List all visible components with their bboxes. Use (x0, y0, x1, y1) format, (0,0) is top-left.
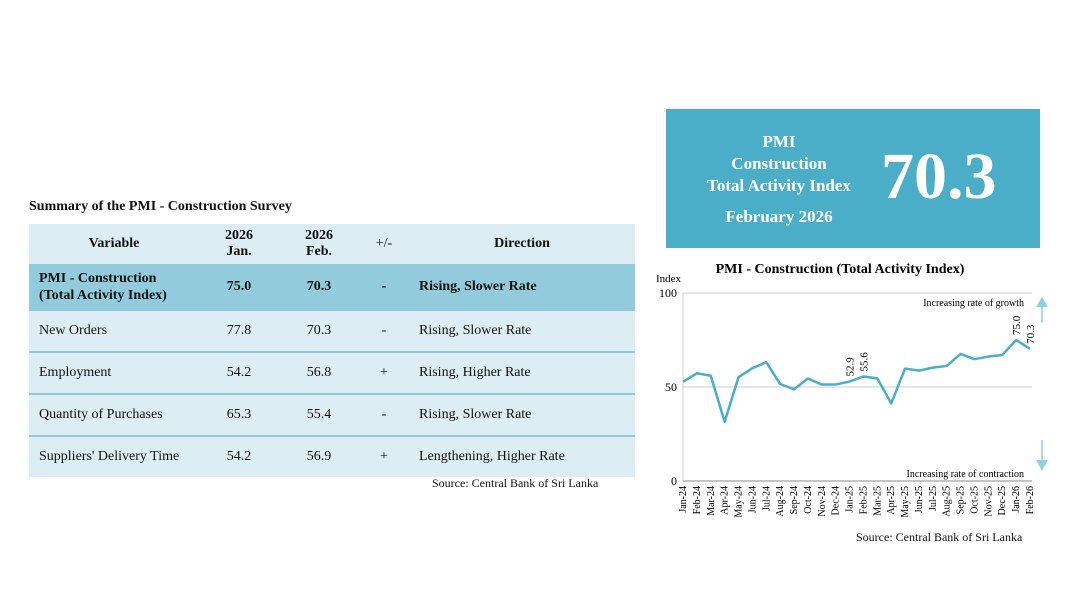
header-jan: 2026 Jan. (225, 228, 253, 259)
cell-jan: 77.8 (199, 309, 279, 352)
x-tick-label: Apr-24 (720, 486, 731, 515)
table-row: Suppliers' Delivery Time 54.2 56.9 + Lengthe… (29, 435, 635, 477)
table-row: Quantity of Purchases 65.3 55.4- Rising, Sl… (29, 393, 635, 436)
header-direction: Direction (494, 236, 550, 251)
cell-direction: Lengthening, Higher Rate (409, 435, 635, 477)
annotation-contraction: Increasing rate of contraction (907, 469, 1024, 480)
pmi-line-chart: PMI - Construction (Total Activity Index… (656, 262, 1048, 518)
arrow-down-icon (1036, 460, 1048, 471)
x-tick-label: Jul-25 (928, 486, 939, 511)
x-tick-label: Aug-25 (942, 486, 953, 517)
cell-change: - (359, 309, 409, 352)
cell-change: + (359, 351, 409, 394)
x-tick-label: Apr-25 (886, 486, 897, 515)
x-tick-label: Jan-26 (1011, 486, 1022, 513)
x-tick-label: Oct-25 (969, 486, 980, 514)
x-tick-label: May-25 (900, 486, 911, 518)
table-title: Summary of the PMI - Construction Survey (29, 199, 292, 214)
summary-table: Variable 2026 Jan. 2026 Feb. +/- Directi… (29, 224, 635, 477)
cell-direction: Rising, Slower Rate (409, 393, 635, 436)
y-tick-label: 100 (659, 286, 677, 300)
x-tick-label: Feb-26 (1025, 486, 1036, 514)
x-tick-label: Dec-24 (831, 486, 842, 515)
series-line (682, 338, 1031, 424)
x-tick-label: Oct-24 (803, 486, 814, 514)
x-tick-label: Jun-24 (747, 486, 758, 513)
cell-variable: New Orders (29, 309, 199, 352)
x-tick-label: Nov-25 (983, 486, 994, 517)
cell-change: + (359, 435, 409, 477)
kpi-date: February 2026 (725, 207, 833, 226)
chart-source: Source: Central Bank of Sri Lanka (856, 530, 1023, 544)
x-tick-label: Mar-24 (706, 486, 717, 516)
cell-change: - (359, 264, 409, 310)
data-label: 52.9 (845, 357, 857, 377)
annotation-growth: Increasing rate of growth (923, 298, 1024, 309)
cell-variable: Quantity of Purchases (29, 393, 199, 436)
x-tick-label: Feb-24 (692, 486, 703, 514)
cell-jan: 54.2 (199, 435, 279, 477)
y-axis-label: Index (656, 273, 682, 285)
table-source: Source: Central Bank of Sri Lanka (432, 476, 599, 490)
cell-direction: Rising, Slower Rate (409, 309, 635, 352)
y-tick-label: 50 (665, 380, 677, 394)
x-tick-label: Jul-24 (761, 486, 772, 511)
cell-variable: PMI - Construction (Total Activity Index… (29, 264, 199, 310)
cell-feb: 56.9 (279, 435, 359, 477)
cell-jan: 75.0 (199, 264, 279, 310)
cell-feb: 56.8 (279, 351, 359, 394)
x-tick-label: Nov-24 (817, 486, 828, 517)
x-tick-label: Dec-25 (997, 486, 1008, 515)
table-row: Employment 54.2 56.8 + Rising, Higher Rate (29, 351, 635, 394)
y-tick-label: 0 (671, 474, 677, 488)
cell-feb: 70.3 (279, 309, 359, 352)
x-tick-label: Jun-25 (914, 486, 925, 513)
cell-variable: Suppliers' Delivery Time (29, 435, 199, 477)
chart-title: PMI - Construction (Total Activity Index… (716, 262, 965, 277)
kpi-label: PMI Construction Total Activity Index (707, 132, 851, 195)
header-feb: 2026 Feb. (305, 228, 333, 259)
cell-jan: 54.2 (199, 351, 279, 394)
x-tick-label: Feb-25 (858, 486, 869, 514)
x-tick-label: Sep-24 (789, 486, 800, 514)
x-tick-label: Aug-24 (775, 486, 786, 517)
cell-direction: Rising, Higher Rate (409, 351, 635, 394)
cell-change: - (359, 393, 409, 436)
table-row: PMI - Construction (Total Activity Index… (29, 264, 635, 310)
x-tick-label: Sep-25 (956, 486, 967, 514)
cell-feb: 55.4 (279, 393, 359, 436)
x-tick-label: Jan-25 (845, 486, 856, 513)
data-label: 75.0 (1011, 315, 1023, 335)
x-tick-label: Mar-25 (872, 486, 883, 516)
x-tick-label: Jan-24 (678, 486, 689, 513)
x-tick-label: May-24 (734, 486, 745, 518)
kpi-value: 70.3 (881, 140, 997, 213)
header-change: +/- (375, 236, 393, 251)
data-label: 55.6 (858, 352, 870, 372)
kpi-box: PMI Construction Total Activity Index Fe… (666, 109, 1040, 248)
cell-variable: Employment (29, 351, 199, 394)
table-row: New Orders 77.8 70.3- Rising, Slower Rate (29, 309, 635, 352)
data-label: 70.3 (1025, 324, 1037, 344)
cell-direction: Rising, Slower Rate (409, 264, 635, 310)
arrow-up-icon (1036, 297, 1048, 307)
header-variable: Variable (88, 236, 140, 251)
cell-jan: 65.3 (199, 393, 279, 436)
cell-feb: 70.3 (279, 264, 359, 310)
